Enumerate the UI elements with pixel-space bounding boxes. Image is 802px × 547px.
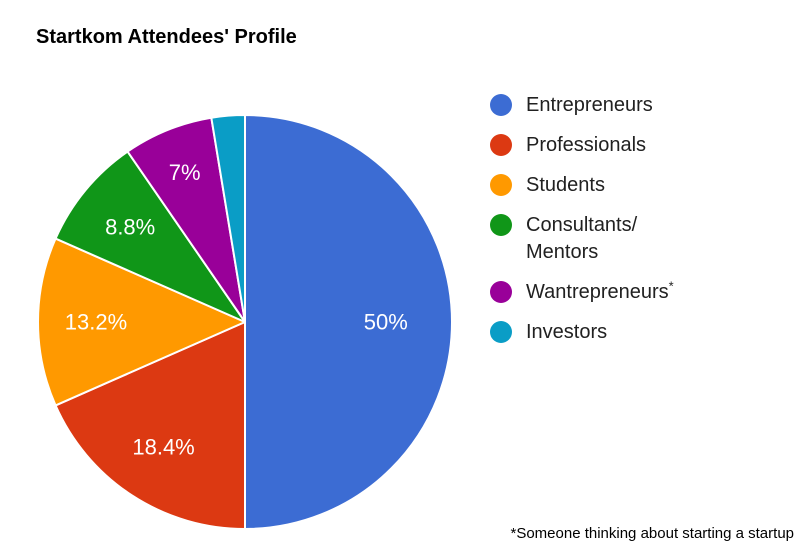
legend-item-consultants-mentors: Consultants/Mentors (490, 212, 674, 266)
legend: Entrepreneurs Professionals Students Consul… (490, 92, 674, 359)
legend-item-wantrepreneurs: Wantrepreneurs* (490, 279, 674, 306)
legend-swatch-investors (490, 321, 512, 343)
pie-slice-label-students: 13.2% (65, 310, 127, 335)
pie-chart: 50% 18.4% 13.2% 8.8% 7% (37, 114, 453, 530)
pie-slice-students (37, 237, 246, 407)
pie-slice-entrepreneurs (244, 114, 453, 530)
pie-slice-consultants-mentors (54, 150, 246, 323)
legend-swatch-entrepreneurs (490, 94, 512, 116)
legend-label-consultants-mentors: Consultants/Mentors (526, 214, 638, 263)
legend-label-wantrepreneurs: Wantrepreneurs* (526, 278, 674, 303)
pie-slice-label-wantrepreneurs: 7% (169, 160, 201, 185)
legend-swatch-wantrepreneurs (490, 281, 512, 303)
legend-label-investors: Investors (526, 321, 608, 343)
legend-label-entrepreneurs: Entrepreneurs (526, 94, 653, 116)
legend-swatch-professionals (490, 134, 512, 156)
legend-item-students: Students (490, 172, 674, 199)
legend-footnote-marker-wantrepreneurs: * (668, 278, 674, 294)
pie-slice-label-professionals: 18.4% (132, 434, 194, 459)
pie-slice-investors (210, 114, 246, 323)
pie-slice-label-entrepreneurs: 50% (364, 310, 408, 335)
legend-item-professionals: Professionals (490, 132, 674, 159)
footnote: *Someone thinking about starting a start… (510, 525, 794, 542)
chart-title: Startkom Attendees' Profile (36, 26, 297, 48)
legend-swatch-students (490, 174, 512, 196)
pie-slice-professionals (54, 321, 246, 530)
legend-item-entrepreneurs: Entrepreneurs (490, 92, 674, 119)
pie-slice-label-consultants-mentors: 8.8% (105, 214, 155, 239)
legend-swatch-consultants-mentors (490, 214, 512, 236)
legend-item-investors: Investors (490, 319, 674, 346)
legend-label-professionals: Professionals (526, 134, 647, 156)
legend-label-students: Students (526, 174, 605, 196)
